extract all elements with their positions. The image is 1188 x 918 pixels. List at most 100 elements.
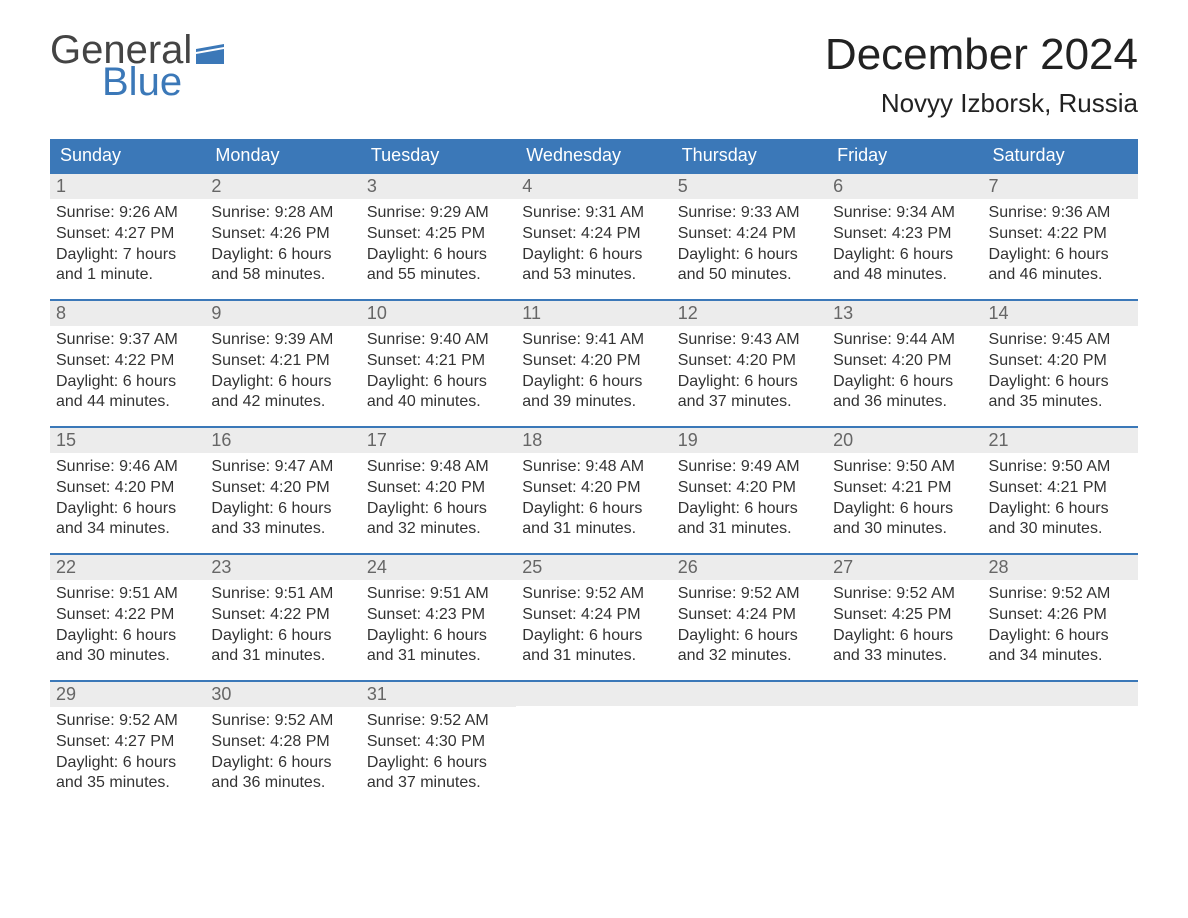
- day-cell: 4Sunrise: 9:31 AMSunset: 4:24 PMDaylight…: [516, 174, 671, 299]
- day-body: Sunrise: 9:50 AMSunset: 4:21 PMDaylight:…: [827, 453, 982, 544]
- day-body: Sunrise: 9:52 AMSunset: 4:24 PMDaylight:…: [516, 580, 671, 671]
- sunset-line: Sunset: 4:20 PM: [833, 351, 976, 372]
- sunrise-line: Sunrise: 9:50 AM: [833, 457, 976, 478]
- day-body: Sunrise: 9:28 AMSunset: 4:26 PMDaylight:…: [205, 199, 360, 290]
- sunset-line: Sunset: 4:26 PM: [989, 605, 1132, 626]
- sunset-line: Sunset: 4:20 PM: [56, 478, 199, 499]
- day-cell: 20Sunrise: 9:50 AMSunset: 4:21 PMDayligh…: [827, 428, 982, 553]
- sunset-line: Sunset: 4:25 PM: [367, 224, 510, 245]
- sunrise-line: Sunrise: 9:52 AM: [367, 711, 510, 732]
- day-cell: 23Sunrise: 9:51 AMSunset: 4:22 PMDayligh…: [205, 555, 360, 680]
- sunset-line: Sunset: 4:20 PM: [522, 351, 665, 372]
- weekday-monday: Monday: [205, 139, 360, 172]
- location: Novyy Izborsk, Russia: [825, 88, 1138, 119]
- sunrise-line: Sunrise: 9:52 AM: [678, 584, 821, 605]
- day-body: Sunrise: 9:44 AMSunset: 4:20 PMDaylight:…: [827, 326, 982, 417]
- day-cell: 14Sunrise: 9:45 AMSunset: 4:20 PMDayligh…: [983, 301, 1138, 426]
- day-cell: 25Sunrise: 9:52 AMSunset: 4:24 PMDayligh…: [516, 555, 671, 680]
- sunrise-line: Sunrise: 9:29 AM: [367, 203, 510, 224]
- daylight-line: Daylight: 6 hours and 33 minutes.: [833, 626, 976, 668]
- day-number: 7: [983, 174, 1138, 199]
- day-body: Sunrise: 9:26 AMSunset: 4:27 PMDaylight:…: [50, 199, 205, 290]
- day-body: Sunrise: 9:36 AMSunset: 4:22 PMDaylight:…: [983, 199, 1138, 290]
- daylight-line: Daylight: 6 hours and 58 minutes.: [211, 245, 354, 287]
- day-number: 16: [205, 428, 360, 453]
- day-number: 21: [983, 428, 1138, 453]
- day-number: 24: [361, 555, 516, 580]
- day-cell: 6Sunrise: 9:34 AMSunset: 4:23 PMDaylight…: [827, 174, 982, 299]
- day-cell: [672, 682, 827, 807]
- day-cell: 7Sunrise: 9:36 AMSunset: 4:22 PMDaylight…: [983, 174, 1138, 299]
- sunset-line: Sunset: 4:20 PM: [678, 351, 821, 372]
- sunrise-line: Sunrise: 9:52 AM: [522, 584, 665, 605]
- day-number: 14: [983, 301, 1138, 326]
- sunrise-line: Sunrise: 9:48 AM: [522, 457, 665, 478]
- sunset-line: Sunset: 4:21 PM: [833, 478, 976, 499]
- daylight-line: Daylight: 6 hours and 55 minutes.: [367, 245, 510, 287]
- day-number: 15: [50, 428, 205, 453]
- daylight-line: Daylight: 6 hours and 31 minutes.: [678, 499, 821, 541]
- day-number: 12: [672, 301, 827, 326]
- week-row: 15Sunrise: 9:46 AMSunset: 4:20 PMDayligh…: [50, 426, 1138, 553]
- day-body: Sunrise: 9:51 AMSunset: 4:22 PMDaylight:…: [205, 580, 360, 671]
- day-cell: 21Sunrise: 9:50 AMSunset: 4:21 PMDayligh…: [983, 428, 1138, 553]
- day-body: Sunrise: 9:52 AMSunset: 4:24 PMDaylight:…: [672, 580, 827, 671]
- day-cell: 29Sunrise: 9:52 AMSunset: 4:27 PMDayligh…: [50, 682, 205, 807]
- sunrise-line: Sunrise: 9:40 AM: [367, 330, 510, 351]
- weekday-thursday: Thursday: [672, 139, 827, 172]
- sunset-line: Sunset: 4:26 PM: [211, 224, 354, 245]
- day-number: 19: [672, 428, 827, 453]
- day-cell: [983, 682, 1138, 807]
- sunset-line: Sunset: 4:23 PM: [367, 605, 510, 626]
- sunset-line: Sunset: 4:20 PM: [989, 351, 1132, 372]
- day-body: Sunrise: 9:52 AMSunset: 4:27 PMDaylight:…: [50, 707, 205, 798]
- day-number: 30: [205, 682, 360, 707]
- day-cell: 18Sunrise: 9:48 AMSunset: 4:20 PMDayligh…: [516, 428, 671, 553]
- sunset-line: Sunset: 4:23 PM: [833, 224, 976, 245]
- week-row: 1Sunrise: 9:26 AMSunset: 4:27 PMDaylight…: [50, 172, 1138, 299]
- day-body: Sunrise: 9:52 AMSunset: 4:26 PMDaylight:…: [983, 580, 1138, 671]
- day-body: Sunrise: 9:37 AMSunset: 4:22 PMDaylight:…: [50, 326, 205, 417]
- sunset-line: Sunset: 4:22 PM: [56, 605, 199, 626]
- weekday-tuesday: Tuesday: [361, 139, 516, 172]
- sunset-line: Sunset: 4:21 PM: [211, 351, 354, 372]
- day-cell: 19Sunrise: 9:49 AMSunset: 4:20 PMDayligh…: [672, 428, 827, 553]
- daylight-line: Daylight: 6 hours and 46 minutes.: [989, 245, 1132, 287]
- day-cell: 8Sunrise: 9:37 AMSunset: 4:22 PMDaylight…: [50, 301, 205, 426]
- day-number: 9: [205, 301, 360, 326]
- sunset-line: Sunset: 4:22 PM: [56, 351, 199, 372]
- sunrise-line: Sunrise: 9:46 AM: [56, 457, 199, 478]
- day-number: 26: [672, 555, 827, 580]
- day-body: Sunrise: 9:43 AMSunset: 4:20 PMDaylight:…: [672, 326, 827, 417]
- sunrise-line: Sunrise: 9:48 AM: [367, 457, 510, 478]
- day-cell: 27Sunrise: 9:52 AMSunset: 4:25 PMDayligh…: [827, 555, 982, 680]
- sunset-line: Sunset: 4:20 PM: [367, 478, 510, 499]
- sunrise-line: Sunrise: 9:37 AM: [56, 330, 199, 351]
- day-cell: 13Sunrise: 9:44 AMSunset: 4:20 PMDayligh…: [827, 301, 982, 426]
- daylight-line: Daylight: 6 hours and 36 minutes.: [833, 372, 976, 414]
- day-body: Sunrise: 9:48 AMSunset: 4:20 PMDaylight:…: [516, 453, 671, 544]
- week-row: 8Sunrise: 9:37 AMSunset: 4:22 PMDaylight…: [50, 299, 1138, 426]
- day-number: 11: [516, 301, 671, 326]
- day-number: 1: [50, 174, 205, 199]
- sunset-line: Sunset: 4:20 PM: [678, 478, 821, 499]
- sunrise-line: Sunrise: 9:52 AM: [56, 711, 199, 732]
- sunset-line: Sunset: 4:21 PM: [989, 478, 1132, 499]
- day-cell: 5Sunrise: 9:33 AMSunset: 4:24 PMDaylight…: [672, 174, 827, 299]
- sunset-line: Sunset: 4:27 PM: [56, 224, 199, 245]
- sunrise-line: Sunrise: 9:28 AM: [211, 203, 354, 224]
- daylight-line: Daylight: 7 hours and 1 minute.: [56, 245, 199, 287]
- day-number: 4: [516, 174, 671, 199]
- day-number: 5: [672, 174, 827, 199]
- day-body: Sunrise: 9:46 AMSunset: 4:20 PMDaylight:…: [50, 453, 205, 544]
- daylight-line: Daylight: 6 hours and 31 minutes.: [367, 626, 510, 668]
- header: General Blue December 2024 Novyy Izborsk…: [50, 30, 1138, 119]
- day-cell: 1Sunrise: 9:26 AMSunset: 4:27 PMDaylight…: [50, 174, 205, 299]
- day-body: Sunrise: 9:31 AMSunset: 4:24 PMDaylight:…: [516, 199, 671, 290]
- day-number: 3: [361, 174, 516, 199]
- daylight-line: Daylight: 6 hours and 44 minutes.: [56, 372, 199, 414]
- week-row: 22Sunrise: 9:51 AMSunset: 4:22 PMDayligh…: [50, 553, 1138, 680]
- day-number: 20: [827, 428, 982, 453]
- day-number: 22: [50, 555, 205, 580]
- daylight-line: Daylight: 6 hours and 32 minutes.: [367, 499, 510, 541]
